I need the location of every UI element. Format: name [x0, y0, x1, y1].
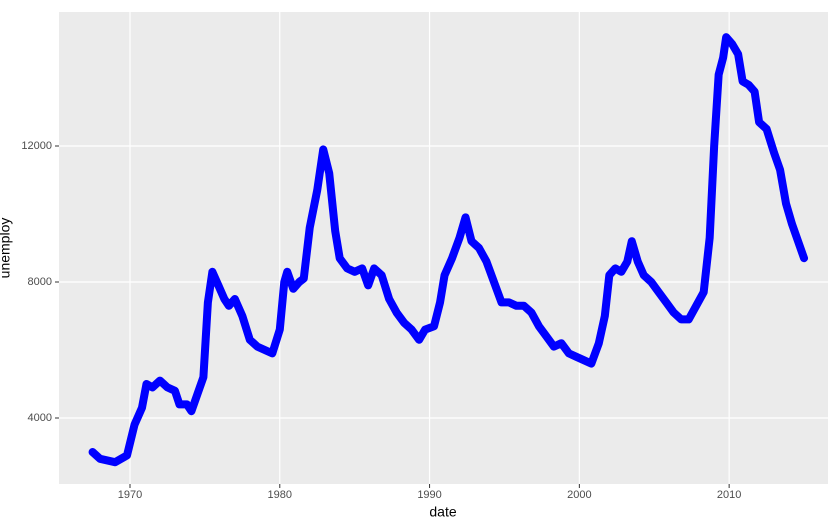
x-tick-label: 2010 — [717, 489, 741, 501]
x-tick-label: 1980 — [268, 489, 292, 501]
x-tick-label: 1990 — [417, 489, 441, 501]
x-tick-label: 2000 — [567, 489, 591, 501]
panel — [59, 12, 828, 484]
x-tick-label: 1970 — [118, 489, 142, 501]
data-line — [88, 33, 809, 467]
x-axis-title: date — [429, 504, 456, 520]
y-tick-label: 8000 — [28, 276, 52, 288]
y-axis-title: unemploy — [0, 218, 13, 279]
y-tick-label: 4000 — [28, 412, 52, 424]
y-tick-label: 12000 — [21, 140, 52, 152]
